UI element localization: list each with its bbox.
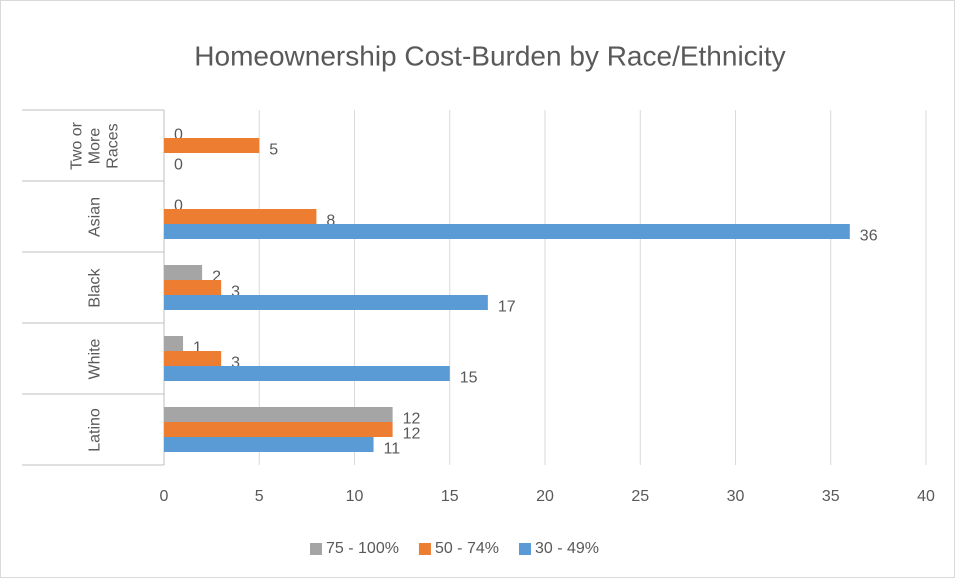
x-tick-label: 15 bbox=[441, 488, 459, 505]
data-label: 8 bbox=[326, 213, 335, 230]
data-label: 15 bbox=[460, 370, 478, 387]
data-label: 5 bbox=[269, 142, 278, 159]
legend-swatch bbox=[518, 543, 531, 555]
legend-swatch bbox=[418, 543, 431, 555]
x-tick-label: 35 bbox=[822, 488, 840, 505]
bar bbox=[164, 437, 374, 452]
bar bbox=[164, 295, 488, 310]
data-label: 1 bbox=[193, 340, 202, 357]
x-tick-label: 0 bbox=[160, 488, 169, 505]
data-label: 2 bbox=[212, 269, 221, 286]
data-label: 0 bbox=[174, 198, 183, 215]
x-tick-label: 30 bbox=[727, 488, 745, 505]
legend-swatch bbox=[310, 543, 322, 555]
x-tick-label: 25 bbox=[631, 488, 649, 505]
y-tick-label: Black bbox=[86, 267, 103, 308]
bar bbox=[164, 138, 260, 153]
bar bbox=[164, 265, 203, 280]
x-tick-label: 20 bbox=[536, 488, 554, 505]
y-tick-label: White bbox=[86, 338, 103, 379]
bar bbox=[164, 422, 393, 437]
bar bbox=[164, 280, 222, 295]
bar bbox=[164, 366, 450, 381]
y-tick-label: Latino bbox=[86, 407, 103, 452]
y-tick-label: Asian bbox=[86, 196, 103, 237]
data-label: 0 bbox=[174, 157, 183, 174]
bar bbox=[164, 209, 317, 224]
data-label: 3 bbox=[231, 284, 240, 301]
bar bbox=[164, 336, 184, 351]
legend-label: 50 - 74% bbox=[435, 540, 499, 557]
bar bbox=[164, 224, 850, 239]
data-label: 11 bbox=[384, 441, 401, 458]
y-tick-label: Two or More Races bbox=[68, 121, 121, 170]
data-label: 0 bbox=[174, 127, 183, 144]
data-label: 12 bbox=[403, 426, 421, 443]
chart-title: Homeownership Cost-Burden by Race/Ethnic… bbox=[194, 40, 785, 71]
data-label: 36 bbox=[860, 228, 878, 245]
bar bbox=[164, 351, 222, 366]
x-tick-label: 40 bbox=[917, 488, 935, 505]
data-label: 12 bbox=[403, 411, 421, 428]
bar bbox=[164, 407, 393, 422]
x-tick-label: 10 bbox=[346, 488, 364, 505]
data-label: 3 bbox=[231, 355, 240, 372]
legend-label: 30 - 49% bbox=[535, 540, 599, 557]
legend-label: 75 - 100% bbox=[326, 540, 399, 557]
data-label: 17 bbox=[498, 299, 516, 316]
x-tick-label: 5 bbox=[255, 488, 264, 505]
